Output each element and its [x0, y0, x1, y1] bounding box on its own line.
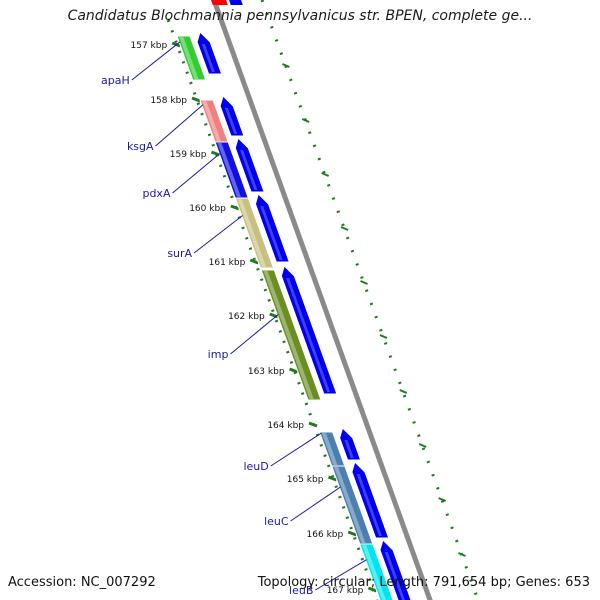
kbp-major-tick	[327, 475, 337, 482]
cds-highlight	[384, 552, 406, 600]
gene-highlight	[263, 271, 314, 399]
cds-highlight	[260, 206, 283, 260]
cds-highlight	[240, 150, 258, 190]
cds-highlight	[224, 108, 238, 134]
gene-body	[234, 197, 275, 269]
gene-label: leuD	[243, 460, 268, 473]
backbone-line	[211, 0, 433, 600]
kbp-ticks-group	[171, 41, 466, 593]
gene-leuD: leuD	[243, 427, 362, 473]
cds-arrow	[219, 95, 245, 137]
cds-arrow	[254, 193, 291, 263]
cds-arrow	[351, 461, 390, 539]
cds-arrow	[234, 137, 265, 193]
cds-arrow	[379, 539, 412, 600]
gene-highlight	[237, 199, 267, 267]
outer-major-tick	[379, 334, 388, 339]
kbp-major-tick	[249, 258, 259, 265]
kbp-major-tick	[289, 367, 299, 374]
genes-group: apaH ksgA pdxA surA imp leuD leuC leuB	[101, 31, 412, 600]
outer-major-tick	[360, 280, 368, 285]
top-blue-cds-fragment	[229, 0, 243, 5]
outer-major-tick	[438, 497, 447, 502]
gene-highlight	[334, 467, 366, 543]
kbp-major-tick	[347, 530, 357, 537]
gene-surA: surA	[167, 193, 291, 269]
gene-leuC: leuC	[264, 461, 390, 545]
kbp-tick-label: 167 kbp	[327, 586, 364, 596]
kbp-tick-label: 163 kbp	[248, 367, 285, 377]
gene-leader-line	[270, 432, 322, 467]
gene-leader-line	[172, 152, 221, 194]
gene-label: imp	[208, 348, 229, 361]
cds-highlight	[286, 278, 331, 392]
cds-arrow	[196, 31, 223, 75]
kbp-tick-label: 162 kbp	[228, 312, 265, 322]
map-title: Candidatus Blochmannia pennsylvanicus st…	[67, 8, 533, 24]
outer-major-tick	[340, 226, 349, 231]
gene-pdxA: pdxA	[142, 137, 265, 200]
gene-body	[260, 269, 322, 401]
gene-label: apaH	[101, 74, 130, 87]
gene-label: leuC	[264, 515, 289, 528]
outer-major-tick	[458, 552, 466, 557]
gene-label: ksgA	[127, 140, 154, 153]
kbp-tick-label: 166 kbp	[307, 530, 344, 540]
kbp-tick-label: 164 kbp	[267, 421, 304, 431]
outer-major-tick	[321, 172, 330, 177]
gene-highlight	[217, 143, 241, 197]
outer-major-tick	[282, 63, 290, 68]
gene-leader-line	[230, 314, 279, 355]
accession-text: Accession: NC_007292	[8, 575, 156, 590]
outer-major-tick	[418, 443, 427, 448]
kbp-tick-label: 158 kbp	[150, 96, 187, 106]
gene-label: leuB	[289, 584, 313, 597]
gene-leader-line	[193, 215, 243, 254]
kbp-tick-label: 161 kbp	[209, 258, 246, 268]
gene-label: surA	[167, 247, 192, 260]
outer-major-tick	[399, 389, 408, 394]
gene-body	[176, 35, 207, 81]
gene-highlight	[321, 433, 338, 465]
gene-body	[359, 543, 394, 600]
gene-highlight	[362, 545, 386, 600]
cds-arrow	[339, 427, 362, 461]
cds-highlight	[344, 440, 354, 458]
cds-arrow	[280, 265, 338, 395]
kbp-tick-label: 159 kbp	[170, 150, 207, 160]
kbp-tick-label: 160 kbp	[189, 204, 226, 214]
kbp-tick-label: 165 kbp	[287, 475, 324, 485]
gene-leader-line	[290, 486, 341, 522]
cds-highlight	[201, 44, 215, 72]
kbp-tick-label: 157 kbp	[131, 41, 168, 51]
gene-apaH: apaH	[101, 31, 223, 87]
gene-leader-line	[131, 41, 181, 81]
gene-ksgA: ksgA	[127, 95, 245, 153]
gene-leuB: leuB	[289, 539, 412, 600]
kbp-major-tick	[367, 586, 377, 593]
cds-highlight	[356, 474, 382, 536]
gene-highlight	[179, 37, 199, 79]
gene-leader-line	[315, 559, 367, 591]
outer-major-tick	[301, 118, 310, 123]
inner-tick-ruler	[166, 19, 379, 600]
kbp-major-tick	[230, 204, 240, 211]
kbp-labels-group: 157 kbp 158 kbp 159 kbp 160 kbp 161 kbp 162 k…	[131, 41, 364, 596]
gene-highlight	[202, 101, 221, 141]
kbp-major-tick	[308, 421, 318, 428]
gene-leader-line	[155, 104, 204, 147]
kbp-major-tick	[191, 96, 201, 103]
gene-imp: imp	[208, 265, 338, 401]
topology-text: Topology: circular; Length: 791,654 bp; …	[257, 575, 590, 590]
gene-label: pdxA	[142, 187, 170, 200]
top-red-gene-fragment	[211, 0, 228, 5]
